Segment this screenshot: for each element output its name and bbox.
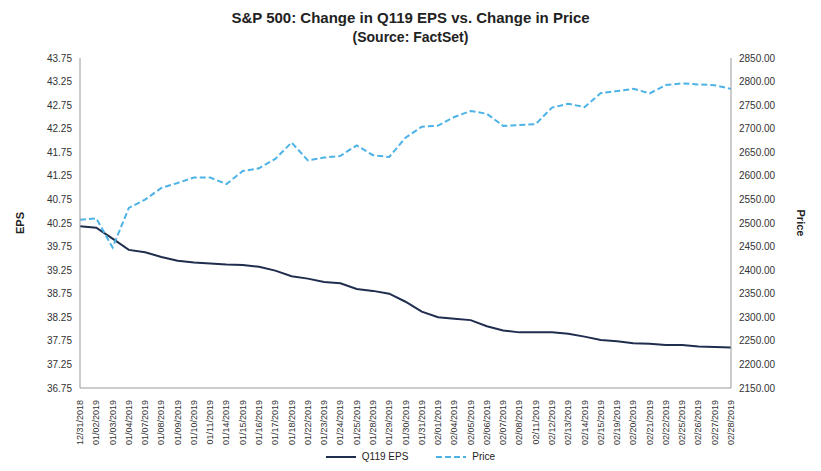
svg-text:2300.00: 2300.00: [739, 312, 776, 323]
svg-text:01/14/2019: 01/14/2019: [221, 400, 231, 445]
svg-text:42.25: 42.25: [47, 123, 72, 134]
svg-text:02/13/2019: 02/13/2019: [563, 400, 573, 445]
svg-text:02/27/2019: 02/27/2019: [710, 400, 720, 445]
svg-text:2150.00: 2150.00: [739, 383, 776, 394]
svg-text:2550.00: 2550.00: [739, 194, 776, 205]
svg-text:01/30/2019: 01/30/2019: [401, 400, 411, 445]
svg-text:38.25: 38.25: [47, 312, 72, 323]
svg-text:01/11/2019: 01/11/2019: [205, 400, 215, 444]
svg-text:02/14/2019: 02/14/2019: [580, 400, 590, 445]
svg-text:01/09/2019: 01/09/2019: [173, 400, 183, 445]
svg-text:43.75: 43.75: [47, 53, 72, 64]
svg-text:01/10/2019: 01/10/2019: [189, 400, 199, 445]
svg-text:40.75: 40.75: [47, 194, 72, 205]
svg-text:01/23/2019: 01/23/2019: [319, 400, 329, 445]
svg-text:43.25: 43.25: [47, 76, 72, 87]
svg-text:2650.00: 2650.00: [739, 147, 776, 158]
svg-text:01/16/2019: 01/16/2019: [254, 400, 264, 445]
svg-text:02/19/2019: 02/19/2019: [612, 400, 622, 445]
svg-text:2250.00: 2250.00: [739, 335, 776, 346]
svg-text:01/15/2019: 01/15/2019: [238, 400, 248, 445]
svg-text:01/28/2019: 01/28/2019: [368, 400, 378, 445]
svg-text:01/25/2019: 01/25/2019: [352, 400, 362, 445]
svg-text:40.25: 40.25: [47, 218, 72, 229]
svg-text:01/18/2019: 01/18/2019: [287, 400, 297, 445]
svg-text:01/24/2019: 01/24/2019: [335, 400, 345, 445]
html-text:S&P 500: Change in Q119 EPS vs: S&P 500: Change in Q119 EPS vs. Change i…: [231, 9, 590, 26]
svg-text:02/08/2019: 02/08/2019: [514, 400, 524, 445]
svg-text:2500.00: 2500.00: [739, 218, 776, 229]
svg-text:39.75: 39.75: [47, 241, 72, 252]
svg-text:02/20/2019: 02/20/2019: [628, 400, 638, 445]
svg-text:EPS: EPS: [14, 212, 26, 234]
svg-text:2200.00: 2200.00: [739, 359, 776, 370]
svg-text:Price: Price: [795, 210, 807, 237]
svg-text:38.75: 38.75: [47, 288, 72, 299]
svg-text:2800.00: 2800.00: [739, 76, 776, 87]
svg-text:41.75: 41.75: [47, 147, 72, 158]
svg-text:01/29/2019: 01/29/2019: [384, 400, 394, 445]
svg-text:02/21/2019: 02/21/2019: [645, 400, 655, 445]
svg-text:02/25/2019: 02/25/2019: [677, 400, 687, 445]
html-text:Price: Price: [472, 451, 496, 462]
svg-text:02/05/2019: 02/05/2019: [466, 400, 476, 445]
html-text:(Source: FactSet): (Source: FactSet): [352, 29, 469, 45]
svg-text:01/04/2019: 01/04/2019: [124, 400, 134, 445]
svg-text:2700.00: 2700.00: [739, 123, 776, 134]
svg-text:2450.00: 2450.00: [739, 241, 776, 252]
svg-text:01/07/2019: 01/07/2019: [140, 400, 150, 445]
svg-text:37.75: 37.75: [47, 335, 72, 346]
svg-text:42.75: 42.75: [47, 100, 72, 111]
svg-text:2850.00: 2850.00: [739, 53, 776, 64]
svg-text:39.25: 39.25: [47, 265, 72, 276]
svg-text:02/07/2019: 02/07/2019: [498, 400, 508, 445]
svg-text:36.75: 36.75: [47, 383, 72, 394]
svg-text:02/11/2019: 02/11/2019: [531, 400, 541, 444]
svg-text:02/15/2019: 02/15/2019: [596, 400, 606, 445]
svg-text:12/31/2018: 12/31/2018: [75, 400, 85, 445]
svg-text:01/02/2019: 01/02/2019: [91, 400, 101, 445]
svg-text:01/08/2019: 01/08/2019: [156, 400, 166, 445]
svg-text:02/28/2019: 02/28/2019: [726, 400, 736, 445]
svg-text:2400.00: 2400.00: [739, 265, 776, 276]
svg-text:01/31/2019: 01/31/2019: [417, 400, 427, 445]
svg-text:2750.00: 2750.00: [739, 100, 776, 111]
svg-text:2350.00: 2350.00: [739, 288, 776, 299]
svg-text:41.25: 41.25: [47, 170, 72, 181]
svg-text:02/06/2019: 02/06/2019: [482, 400, 492, 445]
svg-text:2600.00: 2600.00: [739, 170, 776, 181]
svg-text:02/12/2019: 02/12/2019: [547, 400, 557, 445]
svg-text:01/03/2019: 01/03/2019: [108, 400, 118, 445]
svg-text:02/22/2019: 02/22/2019: [661, 400, 671, 445]
html-text:Q119 EPS: Q119 EPS: [361, 451, 409, 462]
svg-text:02/01/2019: 02/01/2019: [433, 400, 443, 445]
svg-text:02/26/2019: 02/26/2019: [693, 400, 703, 445]
svg-text:37.25: 37.25: [47, 359, 72, 370]
svg-text:02/04/2019: 02/04/2019: [449, 400, 459, 445]
svg-text:01/22/2019: 01/22/2019: [303, 400, 313, 445]
svg-text:01/17/2019: 01/17/2019: [270, 400, 280, 445]
